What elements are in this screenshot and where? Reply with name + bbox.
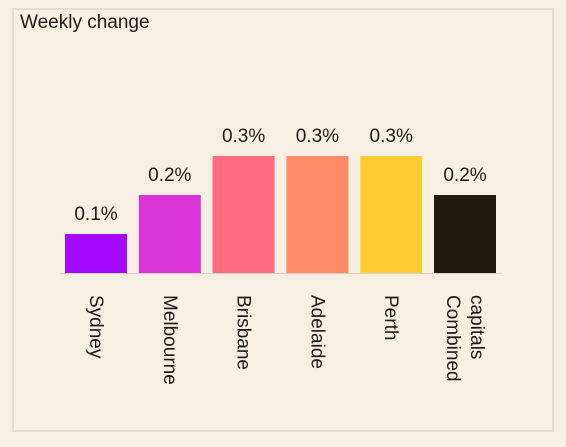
category-label: Perth bbox=[380, 295, 401, 340]
bar bbox=[434, 195, 496, 273]
category-label: Sydney bbox=[85, 295, 106, 359]
chart-title: Weekly change bbox=[20, 12, 150, 33]
tick-label: Perth bbox=[380, 295, 401, 340]
category-label: Brisbane bbox=[233, 295, 254, 370]
tick-label: Combined bbox=[442, 295, 463, 382]
category-label: Melbourne bbox=[159, 295, 180, 385]
tick-label: Adelaide bbox=[306, 295, 327, 369]
data-label: 0.3% bbox=[370, 126, 413, 147]
data-label: 0.3% bbox=[296, 126, 339, 147]
data-label: 0.1% bbox=[74, 204, 117, 225]
tick-label: capitals bbox=[466, 295, 487, 359]
tick-label: Melbourne bbox=[159, 295, 180, 385]
bar bbox=[65, 234, 127, 273]
data-label: 0.3% bbox=[222, 126, 265, 147]
data-label: 0.2% bbox=[148, 165, 191, 186]
bar bbox=[138, 195, 201, 273]
category-label: Adelaide bbox=[306, 295, 327, 369]
bar bbox=[212, 156, 275, 273]
category-label: Combined capitals bbox=[442, 295, 487, 382]
tick-label: Sydney bbox=[85, 295, 106, 359]
data-label: 0.2% bbox=[443, 165, 486, 186]
bar bbox=[360, 156, 423, 273]
tick-label: Brisbane bbox=[233, 295, 254, 370]
bar bbox=[286, 156, 349, 273]
